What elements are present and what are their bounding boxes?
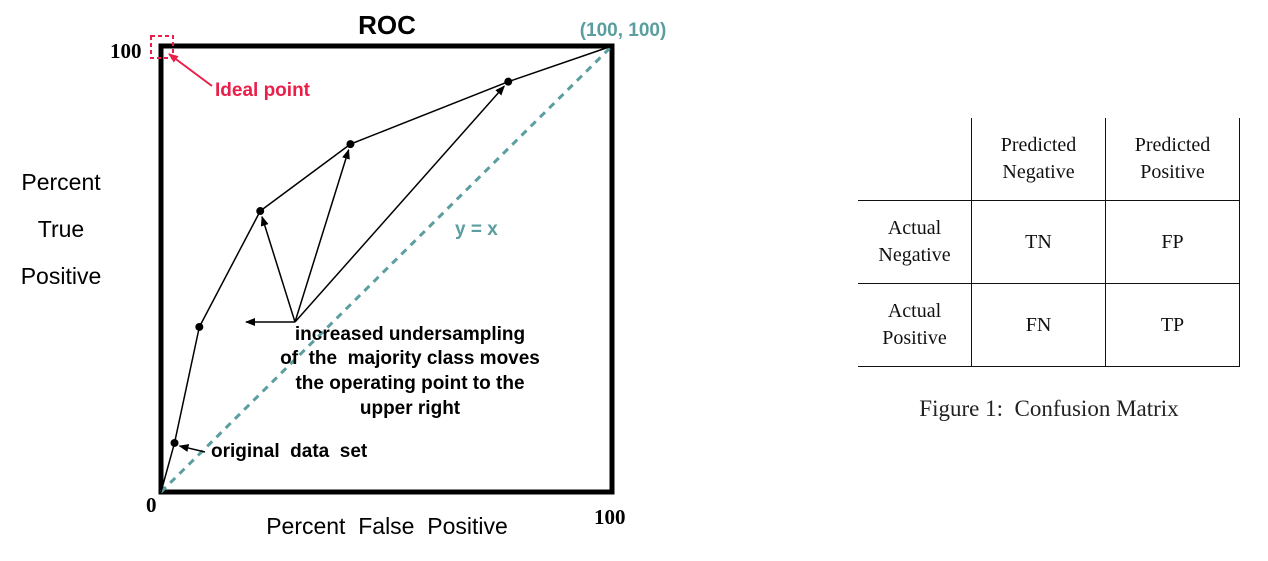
roc-point	[170, 438, 179, 447]
original-data-set-label: original data set	[211, 441, 368, 462]
row-label-actual-negative: Actual Negative	[858, 200, 972, 284]
ideal-point-arrow	[168, 53, 213, 87]
chart-title: ROC	[358, 10, 416, 40]
arrow-to-point-1	[260, 215, 296, 323]
row-label-actual-positive: Actual Positive	[858, 283, 972, 367]
y-axis-label-line-3: Positive	[21, 263, 102, 289]
x-tick-max: 100	[594, 505, 626, 529]
origin-tick: 0	[146, 493, 157, 517]
cell-tn: TN	[971, 200, 1106, 284]
confusion-matrix: Predicted Negative Predicted Positive Ac…	[858, 118, 1240, 367]
row-label-line: Actual	[887, 300, 942, 322]
annotation-arrows	[178, 85, 505, 453]
ideal-point-label: Ideal point	[215, 80, 311, 101]
roc-curve-segment	[198, 210, 261, 328]
roc-point	[504, 77, 513, 86]
roc-curve-segment	[160, 442, 176, 493]
header-line: Predicted	[1134, 134, 1211, 156]
undersampling-line-3: the operating point to the	[295, 373, 524, 394]
roc-curve-segment	[508, 45, 613, 83]
diagonal-line	[159, 44, 614, 494]
roc-chart: ROC (100, 100) Ideal point y = x 100 0 1…	[21, 10, 667, 539]
roc-curve-segment	[173, 326, 201, 444]
arrow-original-data-set	[178, 444, 206, 453]
arrow-to-point-2	[294, 148, 350, 323]
roc-points	[170, 77, 513, 447]
cell-fp: FP	[1105, 200, 1240, 284]
matrix-header-row: Predicted Negative Predicted Positive	[858, 118, 1240, 201]
row-label-line: Actual	[887, 217, 942, 239]
header-predicted-negative: Predicted Negative	[971, 118, 1106, 201]
matrix-corner-cell	[858, 118, 972, 201]
roc-point	[346, 140, 355, 149]
header-line: Negative	[1002, 161, 1075, 183]
roc-curve-segment	[350, 80, 509, 145]
y-axis-label-line-2: True	[38, 216, 84, 242]
roc-point	[256, 207, 265, 216]
arrow-to-point-3	[294, 85, 505, 323]
plot-frame	[158, 43, 615, 495]
header-line: Positive	[1140, 161, 1205, 183]
matrix-row-actual-negative: Actual Negative TN FP	[858, 200, 1240, 284]
row-label-line: Negative	[878, 244, 951, 266]
roc-curve-segment	[259, 143, 351, 212]
ideal-point-box	[150, 35, 174, 59]
header-line: Predicted	[1000, 134, 1077, 156]
y-tick-max: 100	[110, 39, 142, 63]
roc-point	[195, 322, 204, 331]
endpoint-label: (100, 100)	[580, 20, 667, 41]
cell-tp: TP	[1105, 283, 1240, 367]
x-axis-label: Percent False Positive	[266, 513, 508, 539]
figure-caption: Figure 1: Confusion Matrix	[919, 396, 1179, 421]
undersampling-line-1: increased undersampling	[295, 324, 525, 345]
undersampling-line-2: of the majority class moves	[280, 348, 540, 369]
undersampling-line-4: upper right	[360, 398, 461, 419]
roc-curve	[160, 45, 613, 493]
matrix-row-actual-positive: Actual Positive FN TP	[858, 283, 1240, 367]
diagonal-label: y = x	[455, 219, 498, 240]
y-axis-label-line-1: Percent	[21, 169, 101, 195]
cell-fn: FN	[971, 283, 1106, 367]
header-predicted-positive: Predicted Positive	[1105, 118, 1240, 201]
row-label-line: Positive	[882, 327, 947, 349]
